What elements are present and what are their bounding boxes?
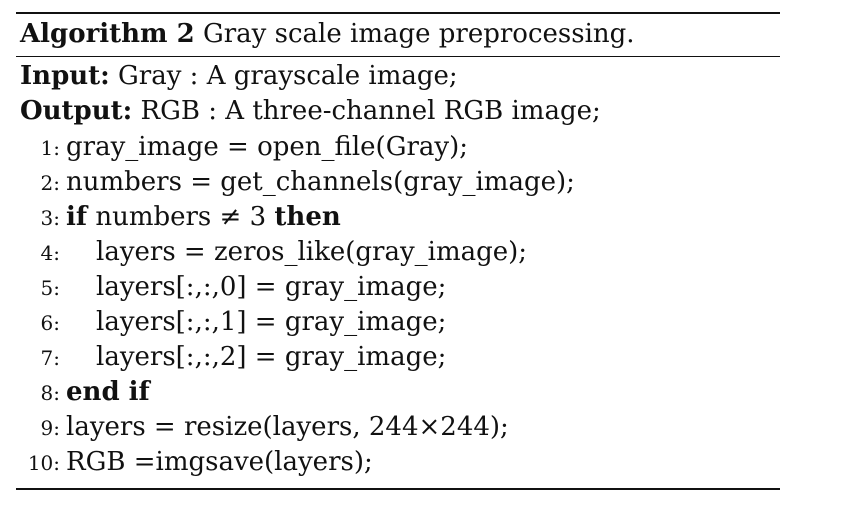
algorithm-title: Gray scale image preprocessing. bbox=[202, 19, 635, 49]
step-number: 6: bbox=[40, 311, 60, 335]
caption-rule bbox=[16, 56, 780, 57]
step-text: gray_image = open_file(Gray); bbox=[66, 132, 468, 162]
step-line: 7: layers[:,:,2] = gray_image; bbox=[16, 340, 575, 375]
step-text: layers = resize(layers, 244×244); bbox=[66, 412, 509, 442]
step-text: numbers = get_channels(gray_image); bbox=[66, 167, 575, 197]
step-number: 8: bbox=[40, 381, 60, 405]
step-line: 5: layers[:,:,0] = gray_image; bbox=[16, 270, 575, 305]
algorithm-box: Algorithm 2 Gray scale image preprocessi… bbox=[16, 12, 780, 492]
step-text: numbers ≠ 3 bbox=[95, 202, 267, 232]
input-line: Input: Gray : A grayscale image; bbox=[20, 59, 458, 93]
step-line: 6: layers[:,:,1] = gray_image; bbox=[16, 305, 575, 340]
bottom-rule bbox=[16, 488, 780, 490]
step-text: layers[:,:,1] = gray_image; bbox=[96, 307, 447, 337]
step-number: 7: bbox=[40, 346, 60, 370]
step-text: layers[:,:,0] = gray_image; bbox=[96, 272, 447, 302]
step-number: 4: bbox=[40, 241, 60, 265]
step-line: 1: gray_image = open_file(Gray); bbox=[16, 130, 575, 165]
output-line: Output: RGB : A three-channel RGB image; bbox=[20, 94, 601, 128]
then-keyword: then bbox=[274, 202, 341, 232]
step-line: 9: layers = resize(layers, 244×244); bbox=[16, 410, 575, 445]
step-text: layers = zeros_like(gray_image); bbox=[96, 237, 528, 267]
algorithm-number: Algorithm 2 bbox=[20, 19, 195, 49]
step-line: 2: numbers = get_channels(gray_image); bbox=[16, 165, 575, 200]
step-number: 3: bbox=[40, 206, 60, 230]
step-number: 1: bbox=[40, 136, 60, 160]
step-text: RGB =imgsave(layers); bbox=[66, 447, 373, 477]
step-number: 9: bbox=[40, 416, 60, 440]
input-text: Gray : A grayscale image; bbox=[118, 61, 458, 91]
step-number: 5: bbox=[40, 276, 60, 300]
end-if-keyword: end if bbox=[66, 377, 150, 407]
algorithm-caption: Algorithm 2 Gray scale image preprocessi… bbox=[20, 16, 635, 52]
input-label: Input: bbox=[20, 61, 110, 91]
step-text: layers[:,:,2] = gray_image; bbox=[96, 342, 447, 372]
output-text: RGB : A three-channel RGB image; bbox=[140, 96, 601, 126]
step-line: 10: RGB =imgsave(layers); bbox=[16, 445, 575, 480]
step-number: 10: bbox=[27, 451, 60, 475]
step-line: 8: end if bbox=[16, 375, 575, 410]
step-number: 2: bbox=[40, 171, 60, 195]
algorithm-steps: 1: gray_image = open_file(Gray); 2: number… bbox=[16, 130, 575, 480]
step-line: 4: layers = zeros_like(gray_image); bbox=[16, 235, 575, 270]
output-label: Output: bbox=[20, 96, 133, 126]
if-keyword: if bbox=[66, 202, 88, 232]
top-rule bbox=[16, 12, 780, 14]
step-line: 3: if numbers ≠ 3 then bbox=[16, 200, 575, 235]
